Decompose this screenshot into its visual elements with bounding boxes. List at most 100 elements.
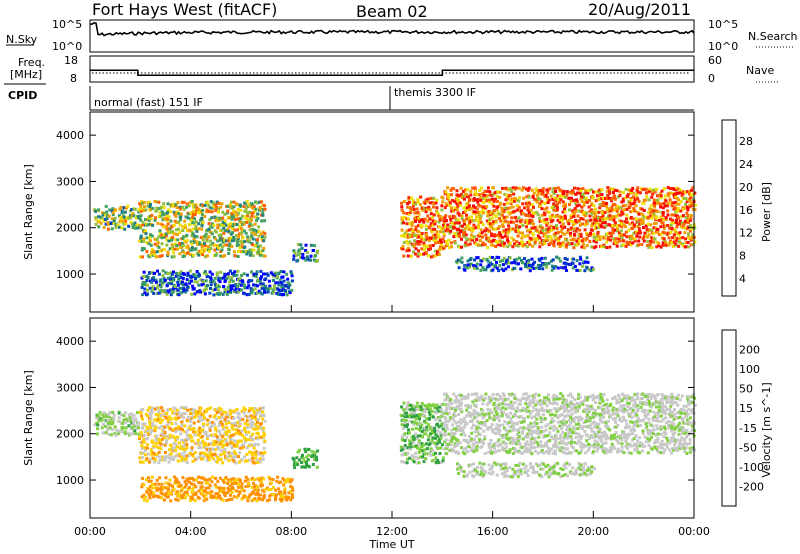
power-echo-cell <box>458 201 462 205</box>
power-echo-cell <box>610 232 613 236</box>
power-echo-cell <box>405 222 409 226</box>
velocity-echo-cell <box>202 476 205 480</box>
power-echo-cell <box>441 200 445 204</box>
power-echo-cell <box>556 231 560 235</box>
power-echo-cell <box>171 247 174 251</box>
velocity-echo-cell <box>177 485 181 488</box>
velocity-echo-cell <box>416 416 420 420</box>
velocity-echo-cell <box>245 453 249 456</box>
power-echo-cell <box>523 220 527 224</box>
power-echo-cell <box>207 227 211 231</box>
power-echo-cell <box>410 196 413 200</box>
power-echo-cell <box>519 267 523 271</box>
power-echo-cell <box>574 243 577 247</box>
velocity-echo-cell <box>251 421 255 425</box>
velocity-echo-cell <box>223 447 227 451</box>
power-echo-cell <box>213 282 217 286</box>
velocity-echo-cell <box>171 456 175 460</box>
velocity-echo-cell <box>149 479 153 483</box>
power-echo-cell <box>277 272 281 276</box>
velocity-echo-cell <box>112 417 116 421</box>
power-range-label: Slant Range [km] <box>22 164 35 260</box>
velocity-echo-cell <box>181 487 185 490</box>
power-echo-cell <box>644 198 648 202</box>
power-echo-cell <box>241 214 244 218</box>
power-echo-cell <box>685 227 689 231</box>
power-echo-cell <box>140 209 143 213</box>
power-echo-cell <box>576 237 580 241</box>
power-echo-cell <box>587 268 591 272</box>
power-echo-cell <box>430 255 433 259</box>
velocity-echo-cell <box>258 457 262 461</box>
power-echo-cell <box>684 219 687 223</box>
power-echo-cell <box>440 227 444 231</box>
power-echo-cell <box>437 240 440 244</box>
power-echo-cell <box>193 240 197 244</box>
velocity-echo-cell <box>241 418 245 422</box>
velocity-echo-cell <box>399 448 403 452</box>
velocity-echo-cell <box>404 419 408 422</box>
power-echo-cell <box>679 209 683 213</box>
power-echo-cell <box>481 223 485 226</box>
power-echo-cell <box>194 247 198 251</box>
power-echo-cell <box>540 207 544 211</box>
velocity-echo-cell <box>422 443 426 447</box>
power-echo-cell <box>606 236 610 239</box>
power-echo-cell <box>605 246 609 249</box>
velocity-echo-cell <box>496 412 499 416</box>
power-echo-cell <box>560 215 563 219</box>
power-echo-cell <box>688 229 692 233</box>
power-echo-cell <box>691 207 695 211</box>
velocity-echo-cell <box>216 492 220 496</box>
power-echo-cell <box>628 201 632 205</box>
velocity-echo-cell <box>130 426 134 429</box>
velocity-echo-cell <box>429 425 432 429</box>
velocity-echo-cell <box>509 393 513 397</box>
velocity-echo-cell <box>205 497 209 501</box>
power-echo-cell <box>656 194 660 198</box>
power-echo-cell <box>492 199 496 203</box>
power-echo-cell <box>677 244 681 248</box>
power-echo-cell <box>558 215 562 219</box>
power-echo-cell <box>414 219 417 223</box>
power-echo-cell <box>514 186 518 190</box>
velocity-echo-cell <box>202 451 206 455</box>
power-echo-cell <box>573 264 577 268</box>
velocity-echo-cell <box>313 451 317 455</box>
velocity-echo-cell <box>151 421 155 425</box>
power-echo-cell <box>604 197 607 200</box>
power-echo-cell <box>207 249 211 253</box>
velocity-echo-cell <box>159 491 163 495</box>
power-echo-cell <box>124 219 128 223</box>
power-echo-cell <box>242 250 246 254</box>
power-echo-cell <box>216 224 220 228</box>
power-echo-cell <box>420 237 424 241</box>
power-echo-cell <box>648 187 652 191</box>
power-echo-cell <box>215 216 219 220</box>
velocity-echo-cell <box>434 418 438 422</box>
power-echo-cell <box>644 224 648 228</box>
power-echo-cell <box>522 206 526 210</box>
velocity-echo-cell <box>172 406 176 410</box>
velocity-echo-cell <box>405 425 409 429</box>
power-echo-cell <box>647 215 651 219</box>
power-echo-cell <box>476 198 480 201</box>
power-echo-cell <box>197 222 201 226</box>
velocity-echo-cell <box>464 404 468 408</box>
power-echo-cell <box>231 231 235 235</box>
power-echo-cell <box>260 219 264 223</box>
power-echo-cell <box>508 243 512 247</box>
velocity-echo-cell <box>436 415 440 419</box>
power-echo-cell <box>314 254 317 258</box>
velocity-echo-cell <box>501 446 504 450</box>
power-echo-cell <box>499 233 503 237</box>
velocity-echo-cell <box>271 478 275 481</box>
power-echo-cell <box>508 187 512 191</box>
velocity-echo-cell <box>412 422 416 426</box>
power-echo-cell <box>240 288 243 292</box>
velocity-echo-cell <box>139 431 143 435</box>
velocity-echo-cell <box>459 397 463 401</box>
velocity-echo-cell <box>445 407 449 410</box>
power-echo-cell <box>576 191 580 195</box>
velocity-echo-cell <box>216 479 220 483</box>
